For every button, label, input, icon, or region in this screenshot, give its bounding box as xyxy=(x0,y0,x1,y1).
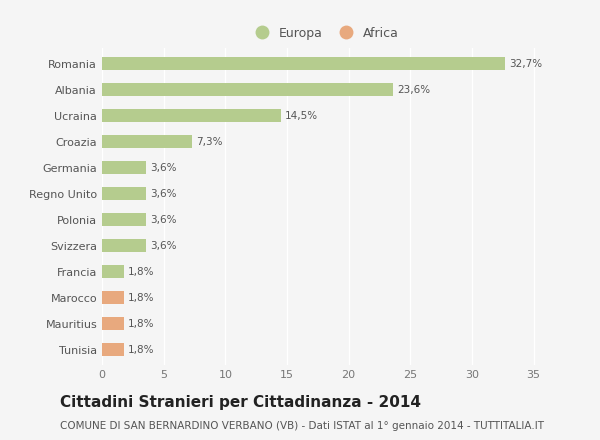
Text: 23,6%: 23,6% xyxy=(397,85,430,95)
Bar xyxy=(102,291,124,304)
Bar xyxy=(102,187,146,200)
Text: 14,5%: 14,5% xyxy=(284,111,317,121)
Text: 3,6%: 3,6% xyxy=(150,241,176,251)
Text: 1,8%: 1,8% xyxy=(128,319,154,329)
Bar xyxy=(102,84,393,96)
Bar xyxy=(102,265,124,278)
Text: COMUNE DI SAN BERNARDINO VERBANO (VB) - Dati ISTAT al 1° gennaio 2014 - TUTTITAL: COMUNE DI SAN BERNARDINO VERBANO (VB) - … xyxy=(60,421,544,431)
Bar xyxy=(102,110,281,122)
Text: 32,7%: 32,7% xyxy=(509,59,542,69)
Bar xyxy=(102,213,146,226)
Text: 3,6%: 3,6% xyxy=(150,189,176,199)
Text: 1,8%: 1,8% xyxy=(128,345,154,355)
Bar xyxy=(102,317,124,330)
Text: 1,8%: 1,8% xyxy=(128,293,154,303)
Text: 3,6%: 3,6% xyxy=(150,215,176,225)
Text: 7,3%: 7,3% xyxy=(196,137,222,147)
Bar xyxy=(102,343,124,356)
Text: 3,6%: 3,6% xyxy=(150,163,176,173)
Text: 1,8%: 1,8% xyxy=(128,267,154,277)
Text: Cittadini Stranieri per Cittadinanza - 2014: Cittadini Stranieri per Cittadinanza - 2… xyxy=(60,395,421,410)
Bar xyxy=(102,58,505,70)
Bar xyxy=(102,136,192,148)
Legend: Europa, Africa: Europa, Africa xyxy=(245,23,403,44)
Bar xyxy=(102,239,146,252)
Bar xyxy=(102,161,146,174)
